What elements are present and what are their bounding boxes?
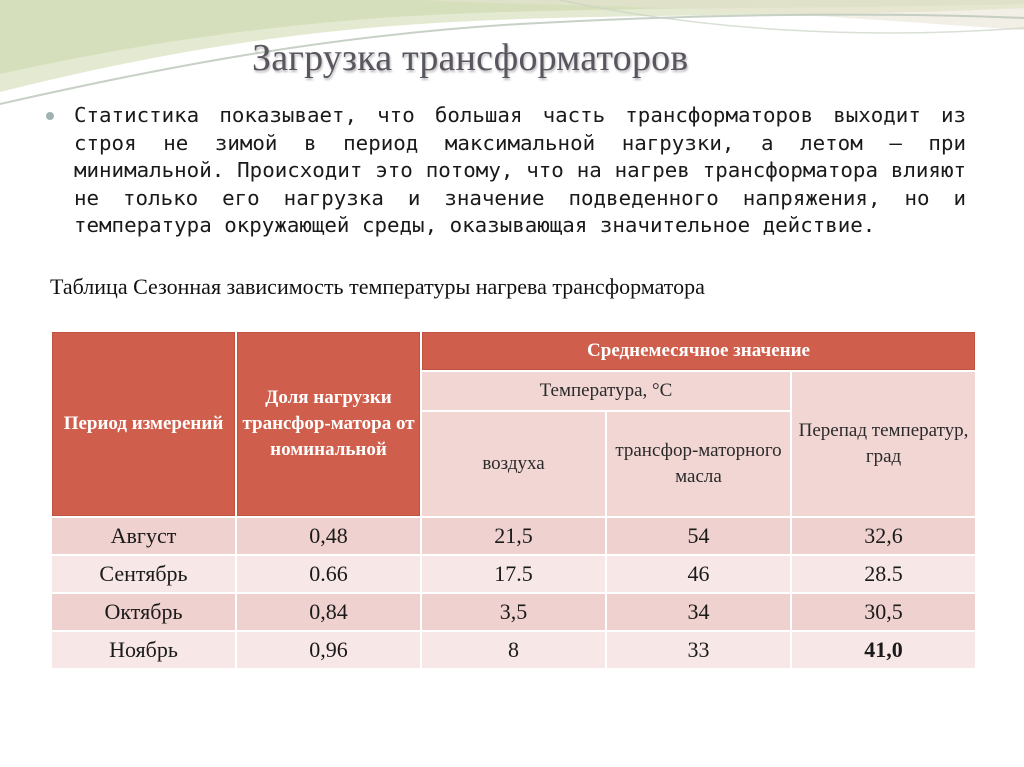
cell-air: 8	[422, 632, 605, 668]
header-oil: трансфор-маторного масла	[607, 412, 790, 516]
cell-air: 21,5	[422, 518, 605, 554]
table-row: Октябрь 0,84 3,5 34 30,5	[52, 594, 976, 630]
cell-period: Сентябрь	[52, 556, 235, 592]
cell-diff: 30,5	[792, 594, 976, 630]
cell-load: 0.66	[237, 556, 420, 592]
slide-title: Загрузка трансформаторов	[252, 37, 689, 79]
header-air: воздуха	[422, 412, 605, 516]
cell-air: 17.5	[422, 556, 605, 592]
cell-diff: 32,6	[792, 518, 976, 554]
cell-load: 0,48	[237, 518, 420, 554]
bullet-dot-icon	[46, 112, 54, 120]
cell-oil: 34	[607, 594, 790, 630]
table-row: Ноябрь 0,96 8 33 41,0	[52, 632, 976, 668]
cell-oil: 33	[607, 632, 790, 668]
cell-diff: 28.5	[792, 556, 976, 592]
cell-period: Август	[52, 518, 235, 554]
transformer-temperature-table: Период измерений Доля нагрузки трансфор-…	[50, 330, 977, 670]
cell-load: 0,96	[237, 632, 420, 668]
decorative-swoosh	[0, 0, 1024, 105]
cell-oil: 46	[607, 556, 790, 592]
header-temperature: Температура, °С	[422, 372, 790, 410]
table-caption: Таблица Сезонная зависимость температуры…	[50, 274, 705, 299]
cell-oil: 54	[607, 518, 790, 554]
cell-period: Октябрь	[52, 594, 235, 630]
cell-period: Ноябрь	[52, 632, 235, 668]
cell-diff: 41,0	[792, 632, 976, 668]
cell-load: 0,84	[237, 594, 420, 630]
header-temperature-diff: Перепад температур, град	[792, 372, 976, 516]
table-row: Сентябрь 0.66 17.5 46 28.5	[52, 556, 976, 592]
header-period: Период измерений	[52, 332, 235, 516]
header-load-share: Доля нагрузки трансфор-матора от номинал…	[237, 332, 420, 516]
table-row: Август 0,48 21,5 54 32,6	[52, 518, 976, 554]
header-monthly-average: Среднемесячное значение	[422, 332, 976, 370]
bullet-text: Статистика показывает, что большая часть…	[74, 103, 966, 238]
cell-air: 3,5	[422, 594, 605, 630]
